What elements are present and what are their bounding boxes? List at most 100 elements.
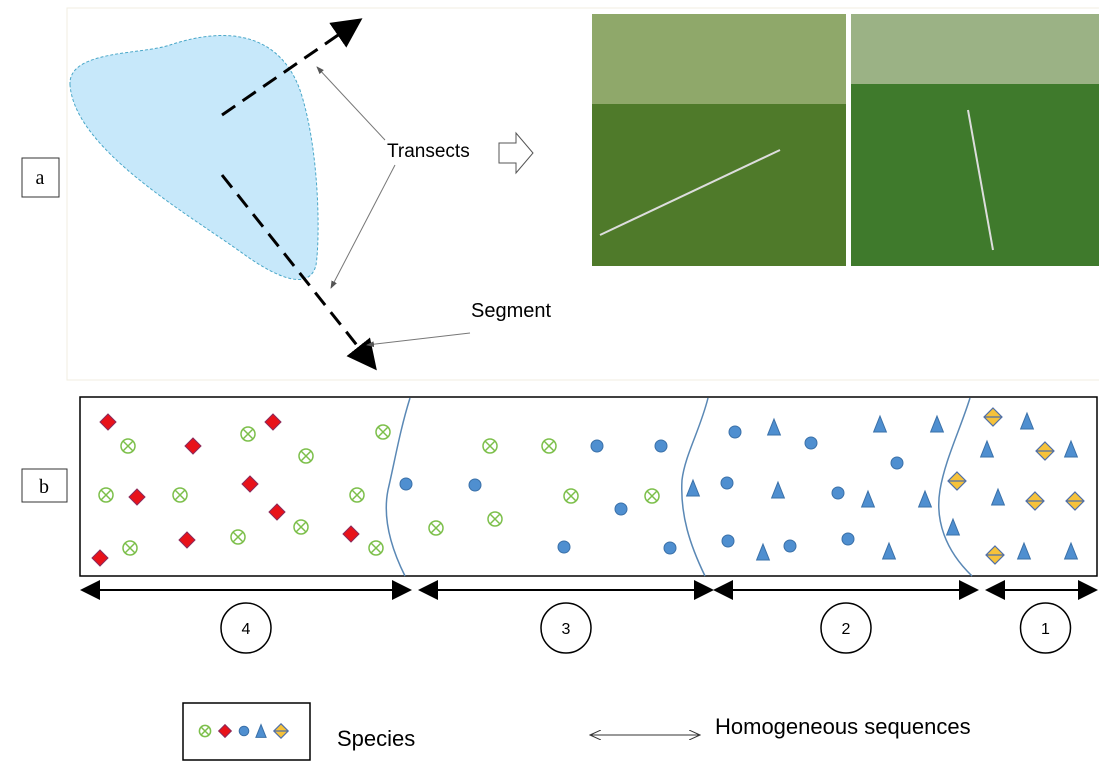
species-triangle xyxy=(1063,439,1079,458)
species-cross xyxy=(198,724,212,738)
legend-symbols xyxy=(198,722,290,740)
species-diamond xyxy=(264,413,282,431)
hollow-arrow xyxy=(498,131,534,175)
species-triangle xyxy=(860,489,876,508)
transect xyxy=(220,174,377,371)
species-cross-mark xyxy=(370,542,382,554)
species-diamond xyxy=(241,475,259,493)
species-cross xyxy=(293,519,309,535)
species-triangle xyxy=(979,439,995,458)
legend-sequences: Homogeneous sequences xyxy=(715,714,971,739)
species-diamond xyxy=(99,413,117,431)
boundary xyxy=(938,397,973,577)
species-diamond xyxy=(268,503,286,521)
sequence-number: 4 xyxy=(242,621,251,638)
species-triangle xyxy=(1019,411,1035,430)
species-cross xyxy=(541,438,557,454)
species-diamond xyxy=(342,525,360,543)
species-yellow-diamond xyxy=(983,407,1003,427)
species-circle xyxy=(831,486,845,500)
species-cross-mark xyxy=(174,489,186,501)
species-cross xyxy=(563,488,579,504)
photo-tape xyxy=(967,109,994,251)
species-cross xyxy=(368,540,384,556)
sequence-number: 2 xyxy=(842,621,851,638)
species-yellow-diamond xyxy=(1035,441,1055,461)
boundary xyxy=(680,397,709,577)
sequence-circle xyxy=(220,602,272,654)
species-circle xyxy=(728,425,742,439)
species-yellow-diamond xyxy=(1065,491,1085,511)
species-cross-mark xyxy=(200,726,210,736)
species-cross xyxy=(240,426,256,442)
species-cross xyxy=(230,529,246,545)
species-triangle xyxy=(685,478,701,497)
label-box xyxy=(21,157,60,198)
species-cross xyxy=(298,448,314,464)
species-triangle xyxy=(766,417,782,436)
photo-detail xyxy=(592,14,846,104)
species-cross-mark xyxy=(300,450,312,462)
species-triangle xyxy=(1016,541,1032,560)
species-cross-mark xyxy=(489,513,501,525)
species-circle xyxy=(614,502,628,516)
species-diamond xyxy=(128,488,146,506)
species-cross-mark xyxy=(295,521,307,533)
species-circle xyxy=(238,725,250,737)
photo-detail xyxy=(851,14,1099,84)
species-cross-mark xyxy=(351,489,363,501)
species-triangle xyxy=(929,414,945,433)
species-yellow-diamond xyxy=(985,545,1005,565)
sequence-number: 1 xyxy=(1041,621,1050,638)
species-cross-mark xyxy=(124,542,136,554)
species-circle xyxy=(654,439,668,453)
species-triangle xyxy=(990,487,1006,506)
species-circle xyxy=(783,539,797,553)
species-symbols xyxy=(91,407,1085,567)
photo-tape xyxy=(599,149,781,236)
panel-label: b xyxy=(39,476,49,498)
species-triangle xyxy=(872,414,888,433)
species-circle xyxy=(721,534,735,548)
species-cross-mark xyxy=(646,490,658,502)
species-circle xyxy=(663,541,677,555)
transect xyxy=(221,18,363,117)
species-cross xyxy=(375,424,391,440)
species-yellow-diamond xyxy=(272,722,290,740)
sequence-circle xyxy=(540,602,592,654)
species-cross xyxy=(120,438,136,454)
species-triangle xyxy=(945,517,961,536)
boundary xyxy=(385,397,411,577)
species-cross xyxy=(172,487,188,503)
species-cross-mark xyxy=(232,531,244,543)
pointer xyxy=(330,164,396,289)
species-cross xyxy=(482,438,498,454)
sequence-circle xyxy=(820,602,872,654)
species-cross-mark xyxy=(377,426,389,438)
species-diamond xyxy=(178,531,196,549)
species-circle xyxy=(590,439,604,453)
species-circle xyxy=(720,476,734,490)
sequences: 4 3 2 1 xyxy=(80,580,1098,654)
species-cross-mark xyxy=(100,489,112,501)
species-circle xyxy=(841,532,855,546)
species-triangle xyxy=(1063,541,1079,560)
species-triangle xyxy=(755,542,771,561)
transects-label: Transects xyxy=(387,141,470,162)
species-cross-mark xyxy=(430,522,442,534)
species-triangle xyxy=(255,723,267,738)
species-yellow-diamond xyxy=(1025,491,1045,511)
species-triangle xyxy=(881,541,897,560)
transect-strip xyxy=(79,396,1098,577)
species-cross-mark xyxy=(484,440,496,452)
species-cross-mark xyxy=(565,490,577,502)
species-cross xyxy=(428,520,444,536)
species-cross xyxy=(349,487,365,503)
species-circle xyxy=(890,456,904,470)
species-cross-mark xyxy=(122,440,134,452)
species-circle xyxy=(557,540,571,554)
species-diamond xyxy=(91,549,109,567)
segment-label: Segment xyxy=(471,300,551,322)
species-circle xyxy=(399,477,413,491)
species-cross xyxy=(487,511,503,527)
